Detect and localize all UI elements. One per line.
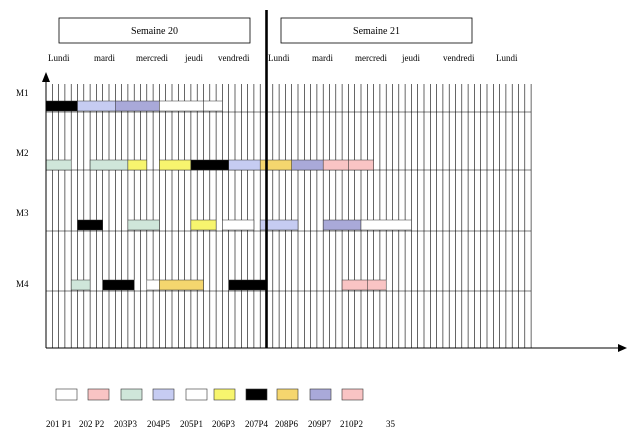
task-bar (159, 279, 204, 291)
day-label: Lundi (48, 53, 70, 63)
legend-label: 208P6 (275, 419, 299, 429)
task-bar (360, 219, 412, 231)
legend-label: 209P7 (308, 419, 332, 429)
task-bar (190, 159, 229, 171)
task-bar (367, 279, 387, 291)
task-bar (159, 159, 192, 171)
machine-label: M1 (16, 88, 29, 98)
legend-label: 203P3 (114, 419, 138, 429)
machine-label: M3 (16, 208, 29, 218)
task-bar (45, 159, 72, 171)
task-bar (259, 159, 292, 171)
week-box (280, 17, 473, 44)
legend-swatch (213, 388, 236, 401)
task-bar (322, 159, 349, 171)
task-bar (348, 159, 374, 171)
legend-swatch (185, 388, 208, 401)
legend-swatch (341, 388, 364, 401)
day-label: Lundi (268, 53, 290, 63)
task-bar (322, 219, 362, 231)
legend-label: 207P4 (245, 419, 269, 429)
task-bar (228, 159, 261, 171)
legend-swatch (152, 388, 175, 401)
task-bar (127, 159, 148, 171)
task-bar (45, 100, 78, 112)
day-label: vendredi (443, 53, 475, 63)
day-label: mercredi (355, 53, 387, 63)
legend-swatch (87, 388, 110, 401)
day-label: Lundi (496, 53, 518, 63)
task-bar (222, 219, 255, 231)
day-label: mercredi (136, 53, 168, 63)
day-label: vendredi (218, 53, 250, 63)
task-bar (291, 159, 324, 171)
y-axis-arrow (42, 72, 50, 82)
legend-label: 210P2 (340, 419, 363, 429)
machine-label: M4 (16, 279, 29, 289)
task-bar (127, 219, 160, 231)
day-label: jeudi (184, 53, 203, 63)
machine-rows: M1 M2 M3 M4 (16, 88, 532, 292)
task-bar (228, 279, 267, 291)
task-bar (190, 219, 217, 231)
task-bar (77, 100, 116, 112)
task-bar (159, 100, 204, 112)
task-bar (115, 100, 160, 112)
legend-swatch (276, 388, 299, 401)
task-bar (102, 279, 135, 291)
legend-label: 202 P2 (79, 419, 104, 429)
task-bar (89, 159, 129, 171)
task-bar (77, 219, 103, 231)
x-axis-arrow (618, 344, 627, 352)
day-label: jeudi (401, 53, 420, 63)
legend-label: 206P3 (212, 419, 236, 429)
day-labels: Lundi mardi mercredi jeudi vendredi Lundi mard… (48, 53, 518, 63)
day-label: mardi (94, 53, 115, 63)
legend-swatch (245, 388, 268, 401)
legend: 201 P1 202 P2 203P3 204P5 205P1 206P3 207P4 208… (46, 388, 396, 429)
legend-swatch (309, 388, 332, 401)
week-label: Semaine 21 (353, 26, 400, 37)
legend-label: 201 P1 (46, 419, 71, 429)
task-bar (70, 279, 91, 291)
axes (42, 10, 627, 352)
time-grid (45, 84, 532, 348)
day-label: mardi (312, 53, 333, 63)
machine-label: M2 (16, 148, 29, 158)
task-bars (45, 100, 412, 291)
legend-swatch (55, 388, 78, 401)
task-bar (259, 219, 299, 231)
legend-extra: 35 (386, 419, 396, 429)
task-bar (341, 279, 368, 291)
task-bar (203, 100, 223, 112)
week-box (58, 17, 251, 44)
legend-label: 205P1 (180, 419, 203, 429)
week-headers: Semaine 20 Semaine 21 (58, 17, 473, 44)
legend-label: 204P5 (147, 419, 171, 429)
legend-swatch (120, 388, 143, 401)
task-bar (146, 279, 160, 291)
week-label: Semaine 20 (131, 26, 178, 37)
